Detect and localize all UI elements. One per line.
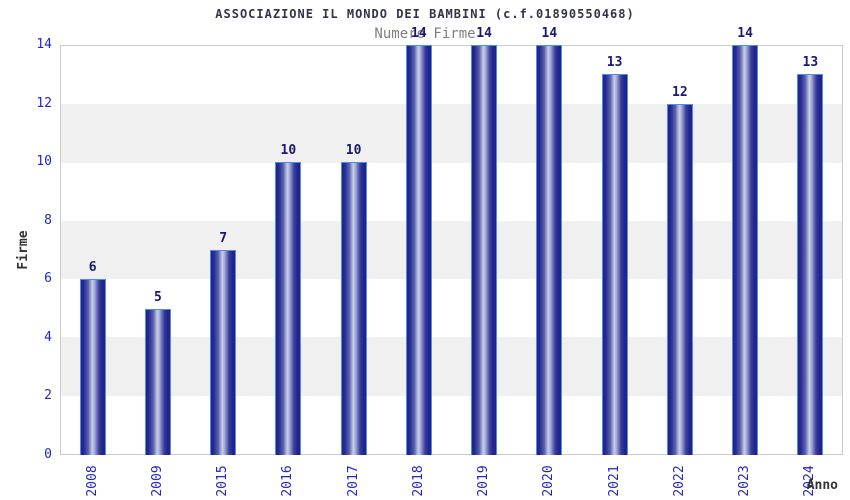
x-tick-label: 2017 [345, 465, 361, 497]
bar-2022 [666, 103, 693, 455]
x-tick-label: 2022 [671, 465, 687, 497]
bar-value-label: 10 [280, 143, 297, 159]
bar-value-label: 6 [88, 260, 97, 276]
grid-band [61, 104, 842, 163]
bar-value-label: 13 [606, 55, 623, 71]
grid-band [61, 162, 842, 221]
grid-band [61, 337, 842, 396]
x-tick-label: 2009 [149, 465, 165, 497]
bar-2017 [340, 162, 367, 455]
bar-2008 [79, 279, 106, 455]
bar-2021 [601, 74, 628, 455]
bar-2019 [471, 45, 498, 455]
x-tick-label: 2015 [215, 465, 231, 497]
y-tick-label: 6 [44, 271, 52, 287]
bar-2023 [732, 45, 759, 455]
x-tick-label: 2021 [606, 465, 622, 497]
y-tick-label: 0 [44, 447, 52, 462]
grid-band [61, 220, 842, 280]
bar-value-label: 12 [672, 84, 688, 100]
x-tick-label: 2016 [280, 465, 296, 497]
bar-2009 [144, 308, 171, 455]
y-tick-label: 2 [44, 388, 52, 404]
bar-value-label: 14 [476, 26, 492, 41]
grid-band [61, 395, 842, 454]
bar-value-label: 14 [737, 26, 753, 41]
bar-value-label: 10 [345, 143, 362, 159]
bar-value-label: 14 [541, 26, 558, 41]
bar-2024 [797, 74, 824, 455]
x-tick-label: 2018 [410, 465, 426, 497]
y-tick-label: 8 [44, 212, 52, 228]
bar-2020 [536, 45, 563, 455]
x-tick-label: 2008 [84, 465, 100, 497]
y-tick-label: 10 [36, 154, 52, 170]
y-tick-label: 12 [36, 95, 52, 111]
x-axis-label: Anno [806, 478, 838, 493]
plot-area [60, 45, 843, 455]
x-tick-label: 2020 [541, 465, 557, 497]
bar-2016 [275, 162, 302, 455]
bar-value-label: 7 [219, 231, 228, 246]
grid-band [61, 279, 842, 338]
grid-band [61, 46, 842, 105]
bar-2015 [210, 250, 237, 455]
bar-value-label: 5 [153, 289, 162, 305]
y-tick-label: 4 [44, 329, 52, 345]
chart-subtitle: Numero Firme [374, 26, 476, 42]
x-tick-label: 2023 [737, 465, 753, 497]
bar-value-label: 14 [411, 26, 427, 41]
x-tick-label: 2019 [476, 465, 492, 497]
bar-2018 [405, 45, 432, 455]
y-tick-label: 14 [36, 37, 52, 52]
chart-title: ASSOCIAZIONE IL MONDO DEI BAMBINI (c.f.0… [215, 7, 635, 21]
bar-value-label: 13 [802, 55, 819, 71]
